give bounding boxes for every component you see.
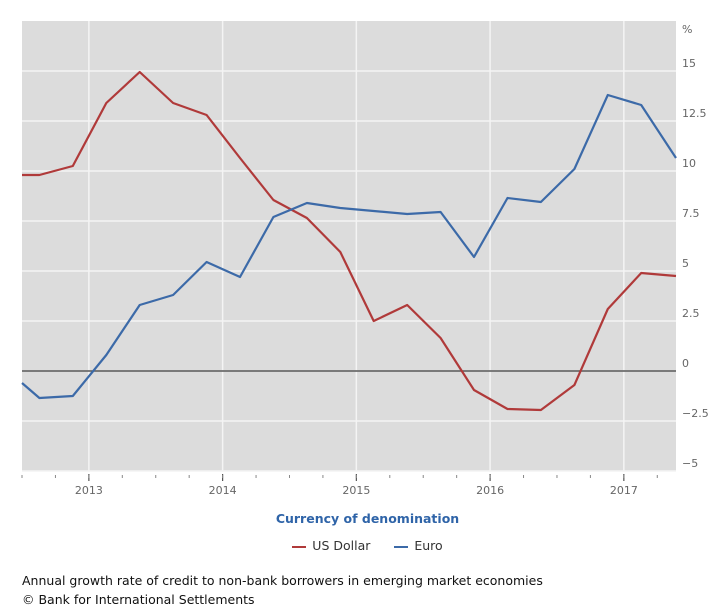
series-line-euro	[21, 93, 677, 400]
y-tick-label: 5	[682, 257, 689, 270]
y-tick-label: 2.5	[682, 307, 700, 320]
legend-label: US Dollar	[312, 538, 371, 553]
caption: Annual growth rate of credit to non-bank…	[22, 573, 543, 588]
series-line-us-dollar	[22, 70, 677, 412]
legend-label: Euro	[414, 538, 443, 553]
usd-swatch	[292, 545, 307, 548]
legend: US Dollar Euro	[0, 538, 716, 553]
y-tick-label: 10	[682, 157, 696, 170]
y-tick-label: −2.5	[682, 407, 709, 420]
y-tick-label: 15	[682, 57, 696, 70]
y-tick-label: 0	[682, 357, 689, 370]
x-tick-label: 2017	[610, 484, 638, 497]
y-tick-label: 12.5	[682, 107, 707, 120]
x-tick-label: 2014	[209, 484, 237, 497]
x-tick-label: 2013	[75, 484, 103, 497]
y-unit-label: %	[682, 23, 692, 36]
y-tick-label: 7.5	[682, 207, 700, 220]
legend-item-usd[interactable]: US Dollar	[292, 538, 370, 553]
x-tick-label: 2016	[476, 484, 504, 497]
line-chart: −5 −2.5 0 2.5 5 7.5 10 12.5 15% 2013 2014 2015 2016 2…	[21, 21, 709, 497]
x-tick-label: 2015	[342, 484, 370, 497]
source: © Bank for International Settlements	[22, 592, 255, 607]
legend-title: Currency of denomination	[275, 511, 460, 526]
euro-swatch	[394, 545, 409, 548]
legend-item-euro[interactable]: Euro	[394, 538, 443, 553]
plot-area	[22, 21, 676, 471]
y-tick-label: −5	[682, 457, 698, 470]
